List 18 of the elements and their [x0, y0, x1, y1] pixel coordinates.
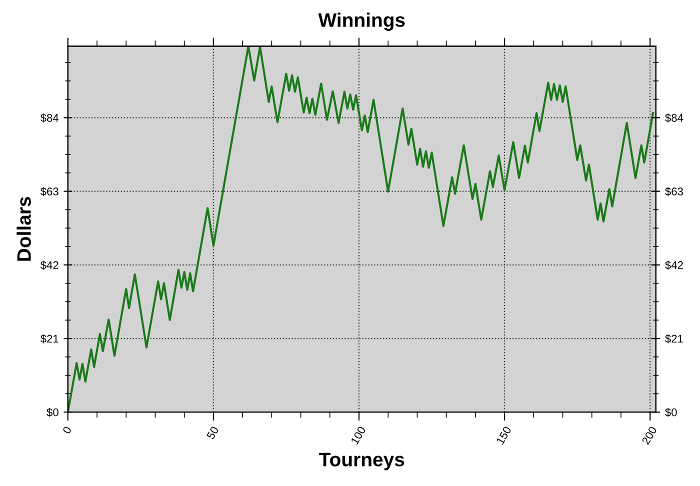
- y2-tick-label: $21: [665, 334, 683, 344]
- y2-tick-label: $63: [665, 187, 683, 196]
- x-tick-label: 0: [62, 426, 72, 434]
- y-tick-label: $42: [40, 260, 58, 270]
- y-tick-label: $21: [40, 334, 58, 344]
- x-tick-label: 200: [641, 426, 658, 445]
- y2-tick-label: $42: [665, 260, 683, 270]
- chart-title: Winnings: [318, 12, 405, 31]
- x-tick-label: 50: [206, 426, 219, 440]
- y-tick-label: $0: [46, 408, 58, 417]
- y-tick-label: $63: [40, 187, 58, 196]
- y-tick-label: $84: [40, 113, 59, 122]
- y2-tick-label: $0: [665, 408, 677, 417]
- y-axis-title: Dollars: [16, 196, 31, 261]
- x-tick-label: 150: [496, 426, 512, 445]
- y2-tick-label: $84: [665, 113, 684, 122]
- x-axis-title: Tourneys: [319, 452, 404, 470]
- x-tick-label: 100: [350, 426, 366, 445]
